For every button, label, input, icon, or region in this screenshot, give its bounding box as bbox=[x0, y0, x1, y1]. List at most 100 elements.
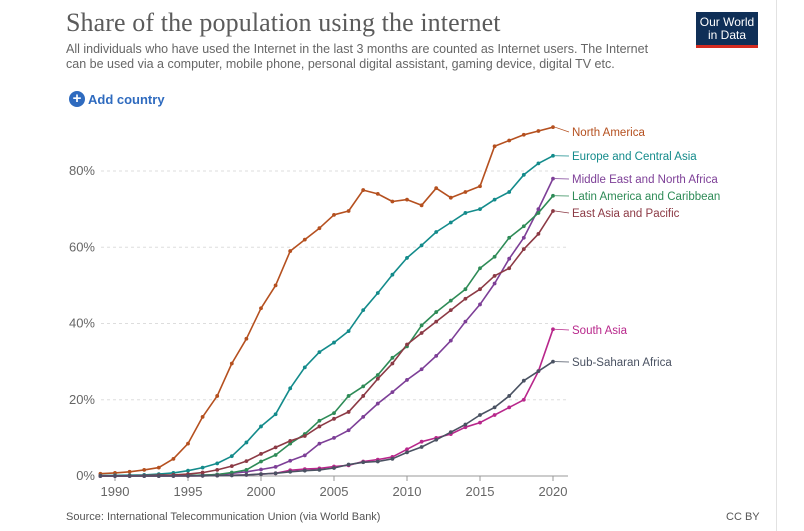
data-point[interactable] bbox=[317, 424, 322, 429]
data-point[interactable] bbox=[244, 472, 249, 477]
data-point[interactable] bbox=[332, 212, 336, 217]
data-point[interactable] bbox=[507, 405, 512, 410]
data-point[interactable] bbox=[346, 410, 351, 414]
data-point[interactable] bbox=[302, 365, 307, 370]
license-link[interactable]: CC BY bbox=[726, 511, 760, 523]
data-point[interactable] bbox=[332, 340, 336, 345]
data-point[interactable] bbox=[478, 207, 482, 212]
data-point[interactable] bbox=[419, 243, 424, 248]
data-point[interactable] bbox=[288, 458, 293, 463]
data-point[interactable] bbox=[244, 468, 249, 472]
data-point[interactable] bbox=[215, 468, 220, 472]
data-point[interactable] bbox=[346, 209, 351, 213]
data-point[interactable] bbox=[361, 384, 366, 389]
data-point[interactable] bbox=[346, 329, 351, 334]
data-point[interactable] bbox=[507, 138, 512, 143]
data-point[interactable] bbox=[405, 197, 409, 202]
data-point[interactable] bbox=[317, 418, 322, 423]
data-point[interactable] bbox=[317, 350, 322, 354]
data-point[interactable] bbox=[156, 465, 161, 470]
data-point[interactable] bbox=[536, 129, 541, 133]
data-point[interactable] bbox=[419, 331, 424, 335]
data-point[interactable] bbox=[244, 440, 249, 445]
data-point[interactable] bbox=[448, 338, 453, 343]
source-note[interactable]: Source: International Telecommunication … bbox=[66, 511, 381, 523]
data-point[interactable] bbox=[521, 132, 526, 137]
data-point[interactable] bbox=[463, 190, 468, 194]
data-point[interactable] bbox=[419, 323, 424, 328]
data-point[interactable] bbox=[521, 224, 526, 229]
data-point[interactable] bbox=[361, 394, 366, 398]
data-point[interactable] bbox=[390, 355, 395, 360]
data-point[interactable] bbox=[244, 459, 249, 464]
data-point[interactable] bbox=[332, 411, 336, 415]
data-point[interactable] bbox=[302, 237, 307, 242]
data-point[interactable] bbox=[375, 373, 380, 377]
data-point[interactable] bbox=[142, 474, 147, 478]
data-point[interactable] bbox=[492, 413, 497, 417]
data-point[interactable] bbox=[229, 464, 234, 468]
data-point[interactable] bbox=[478, 413, 482, 417]
data-point[interactable] bbox=[259, 472, 263, 476]
data-point[interactable] bbox=[419, 439, 424, 444]
data-point[interactable] bbox=[288, 469, 293, 474]
data-point[interactable] bbox=[507, 266, 512, 271]
data-point[interactable] bbox=[405, 447, 409, 452]
data-point[interactable] bbox=[317, 441, 322, 446]
data-point[interactable] bbox=[463, 319, 468, 324]
data-point[interactable] bbox=[536, 161, 541, 166]
data-point[interactable] bbox=[229, 470, 234, 475]
series-label[interactable]: North America bbox=[572, 127, 645, 139]
data-point[interactable] bbox=[551, 176, 555, 181]
series-line[interactable] bbox=[100, 195, 554, 477]
data-point[interactable] bbox=[375, 376, 380, 381]
data-point[interactable] bbox=[273, 471, 278, 476]
owid-logo[interactable]: Our World in Data bbox=[696, 12, 758, 48]
data-point[interactable] bbox=[244, 336, 249, 341]
data-point[interactable] bbox=[375, 401, 380, 406]
data-point[interactable] bbox=[259, 424, 263, 429]
data-point[interactable] bbox=[113, 474, 117, 478]
data-point[interactable] bbox=[536, 211, 541, 215]
data-point[interactable] bbox=[375, 191, 380, 196]
data-point[interactable] bbox=[405, 378, 409, 382]
data-point[interactable] bbox=[259, 451, 263, 456]
data-point[interactable] bbox=[361, 308, 366, 313]
data-point[interactable] bbox=[200, 470, 205, 475]
data-point[interactable] bbox=[390, 390, 395, 395]
data-point[interactable] bbox=[361, 460, 366, 465]
data-point[interactable] bbox=[536, 207, 541, 212]
data-point[interactable] bbox=[390, 199, 395, 204]
data-point[interactable] bbox=[215, 473, 220, 478]
data-point[interactable] bbox=[405, 450, 409, 455]
series-label[interactable]: South Asia bbox=[572, 325, 628, 337]
data-point[interactable] bbox=[551, 153, 555, 158]
data-point[interactable] bbox=[463, 425, 468, 430]
data-point[interactable] bbox=[521, 172, 526, 177]
data-point[interactable] bbox=[215, 461, 220, 466]
data-point[interactable] bbox=[463, 296, 468, 301]
data-point[interactable] bbox=[186, 468, 190, 473]
data-point[interactable] bbox=[521, 247, 526, 252]
data-point[interactable] bbox=[521, 397, 526, 402]
data-point[interactable] bbox=[259, 467, 263, 472]
series-line[interactable] bbox=[100, 155, 554, 477]
data-point[interactable] bbox=[536, 232, 541, 236]
data-point[interactable] bbox=[478, 420, 482, 425]
data-point[interactable] bbox=[434, 230, 439, 234]
data-point[interactable] bbox=[361, 415, 366, 419]
data-point[interactable] bbox=[492, 254, 497, 259]
data-point[interactable] bbox=[419, 367, 424, 372]
data-point[interactable] bbox=[142, 468, 147, 472]
data-point[interactable] bbox=[507, 256, 512, 261]
data-point[interactable] bbox=[288, 441, 293, 446]
data-point[interactable] bbox=[390, 272, 395, 277]
data-point[interactable] bbox=[215, 394, 220, 398]
data-point[interactable] bbox=[536, 369, 541, 374]
series-label[interactable]: Latin America and Caribbean bbox=[572, 191, 720, 203]
data-point[interactable] bbox=[361, 188, 366, 192]
data-point[interactable] bbox=[127, 469, 132, 474]
data-point[interactable] bbox=[405, 342, 409, 347]
data-point[interactable] bbox=[98, 474, 103, 478]
data-point[interactable] bbox=[507, 235, 512, 240]
